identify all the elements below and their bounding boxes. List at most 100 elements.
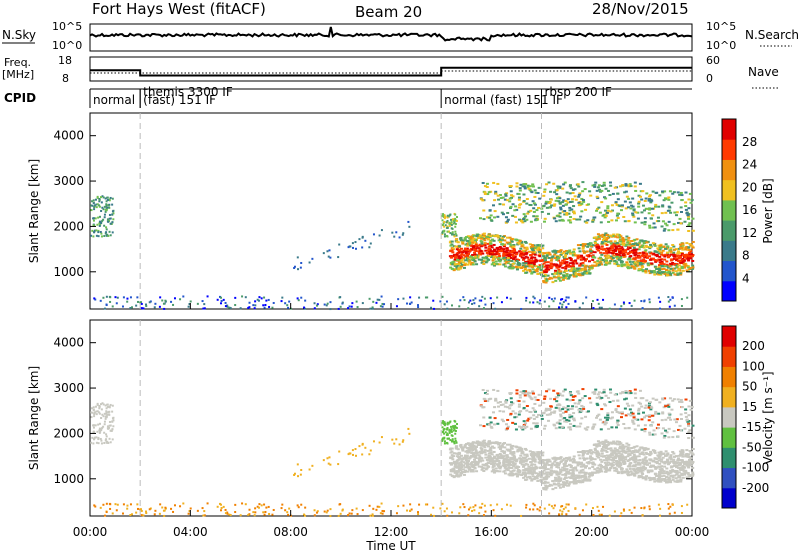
velocity-cell [542,469,546,472]
power-cell [454,217,457,220]
power-cell [684,191,688,194]
velocity-cell [508,450,512,453]
velocity-cell [609,441,613,444]
power-cell [100,196,103,199]
velocity-cell [468,444,472,447]
velocity-cell [527,465,531,468]
power-cell [507,259,511,262]
power-cell [96,195,99,198]
velocity-cell [520,514,523,517]
velocity-cell [639,468,643,471]
power-cell [561,259,565,262]
velocity-cell [100,416,103,419]
velocity-cell [490,445,494,448]
velocity-cell [459,467,463,470]
power-cell [633,262,637,265]
velocity-cell [666,452,670,455]
power-cell [91,229,94,232]
power-cell [629,255,633,258]
velocity-cell [475,442,479,445]
power-cell [558,185,562,188]
velocity-cell [499,456,503,459]
power-cell [102,196,105,199]
power-cell [490,238,494,241]
velocity-cell [477,454,481,457]
power-cell [627,184,631,187]
velocity-cell [375,508,378,511]
power-cell [530,248,534,251]
velocity-cell [605,440,609,443]
power-cell [288,300,291,303]
power-cell [557,268,561,271]
velocity-cell [665,470,669,473]
power-cell [253,307,256,310]
power-cell [574,260,578,263]
power-cell [463,299,466,302]
power-cell [661,204,665,207]
velocity-cell [645,448,649,451]
power-cell [468,242,472,245]
velocity-cell [468,449,472,452]
power-cell [487,245,491,248]
power-cell [492,263,496,266]
power-cell [681,248,685,251]
power-cell [351,242,354,245]
velocity-cell [597,470,601,473]
power-panel-frame [89,112,693,310]
velocity-cell [481,463,485,466]
power-cell [472,234,476,237]
power-cell [643,240,647,243]
velocity-cell [484,468,488,471]
velocity-cell [460,466,464,469]
power-cell [671,296,674,299]
velocity-cell [571,471,575,474]
power-cell [224,305,227,308]
power-cell [593,216,597,219]
velocity-cell [457,475,461,478]
power-cell [613,240,617,243]
power-cell [549,259,553,262]
power-cell [669,253,673,256]
power-cell [545,254,549,257]
power-cell [106,206,109,209]
power-cell [608,181,612,184]
power-cell [258,296,261,299]
power-cell [609,184,613,187]
power-cell [666,256,670,259]
power-cell [554,220,558,223]
power-cell [602,242,606,245]
power-cell [531,250,535,253]
velocity-cell [669,455,673,458]
cpid-label: CPID [4,91,36,105]
velocity-cell [622,470,626,473]
power-cell [573,195,577,198]
power-cell [677,252,681,255]
velocity-cell [493,455,497,458]
power-cell [480,242,484,245]
velocity-cell [522,464,526,467]
power-cell [104,210,107,213]
power-cell [646,256,650,259]
power-cell [476,234,480,237]
power-cell [621,242,625,245]
velocity-cell [471,468,475,471]
power-cell [614,235,618,238]
power-cell [637,269,641,272]
power-cell [621,254,625,257]
nave-line [90,70,692,74]
power-cell [537,246,541,249]
power-cell [580,254,584,257]
velocity-cell [525,472,529,475]
velocity-cell [669,460,673,463]
power-cell [664,211,668,214]
power-cell [562,274,566,277]
power-cell [196,302,199,305]
power-cell [136,296,139,299]
power-cell [653,273,657,276]
power-cell [523,268,527,271]
power-cell [458,256,462,259]
velocity-cell [591,507,594,510]
velocity-cell [379,512,382,515]
cpid-segment-4: rbsp 200 IF [545,85,612,99]
power-cell [506,218,510,221]
